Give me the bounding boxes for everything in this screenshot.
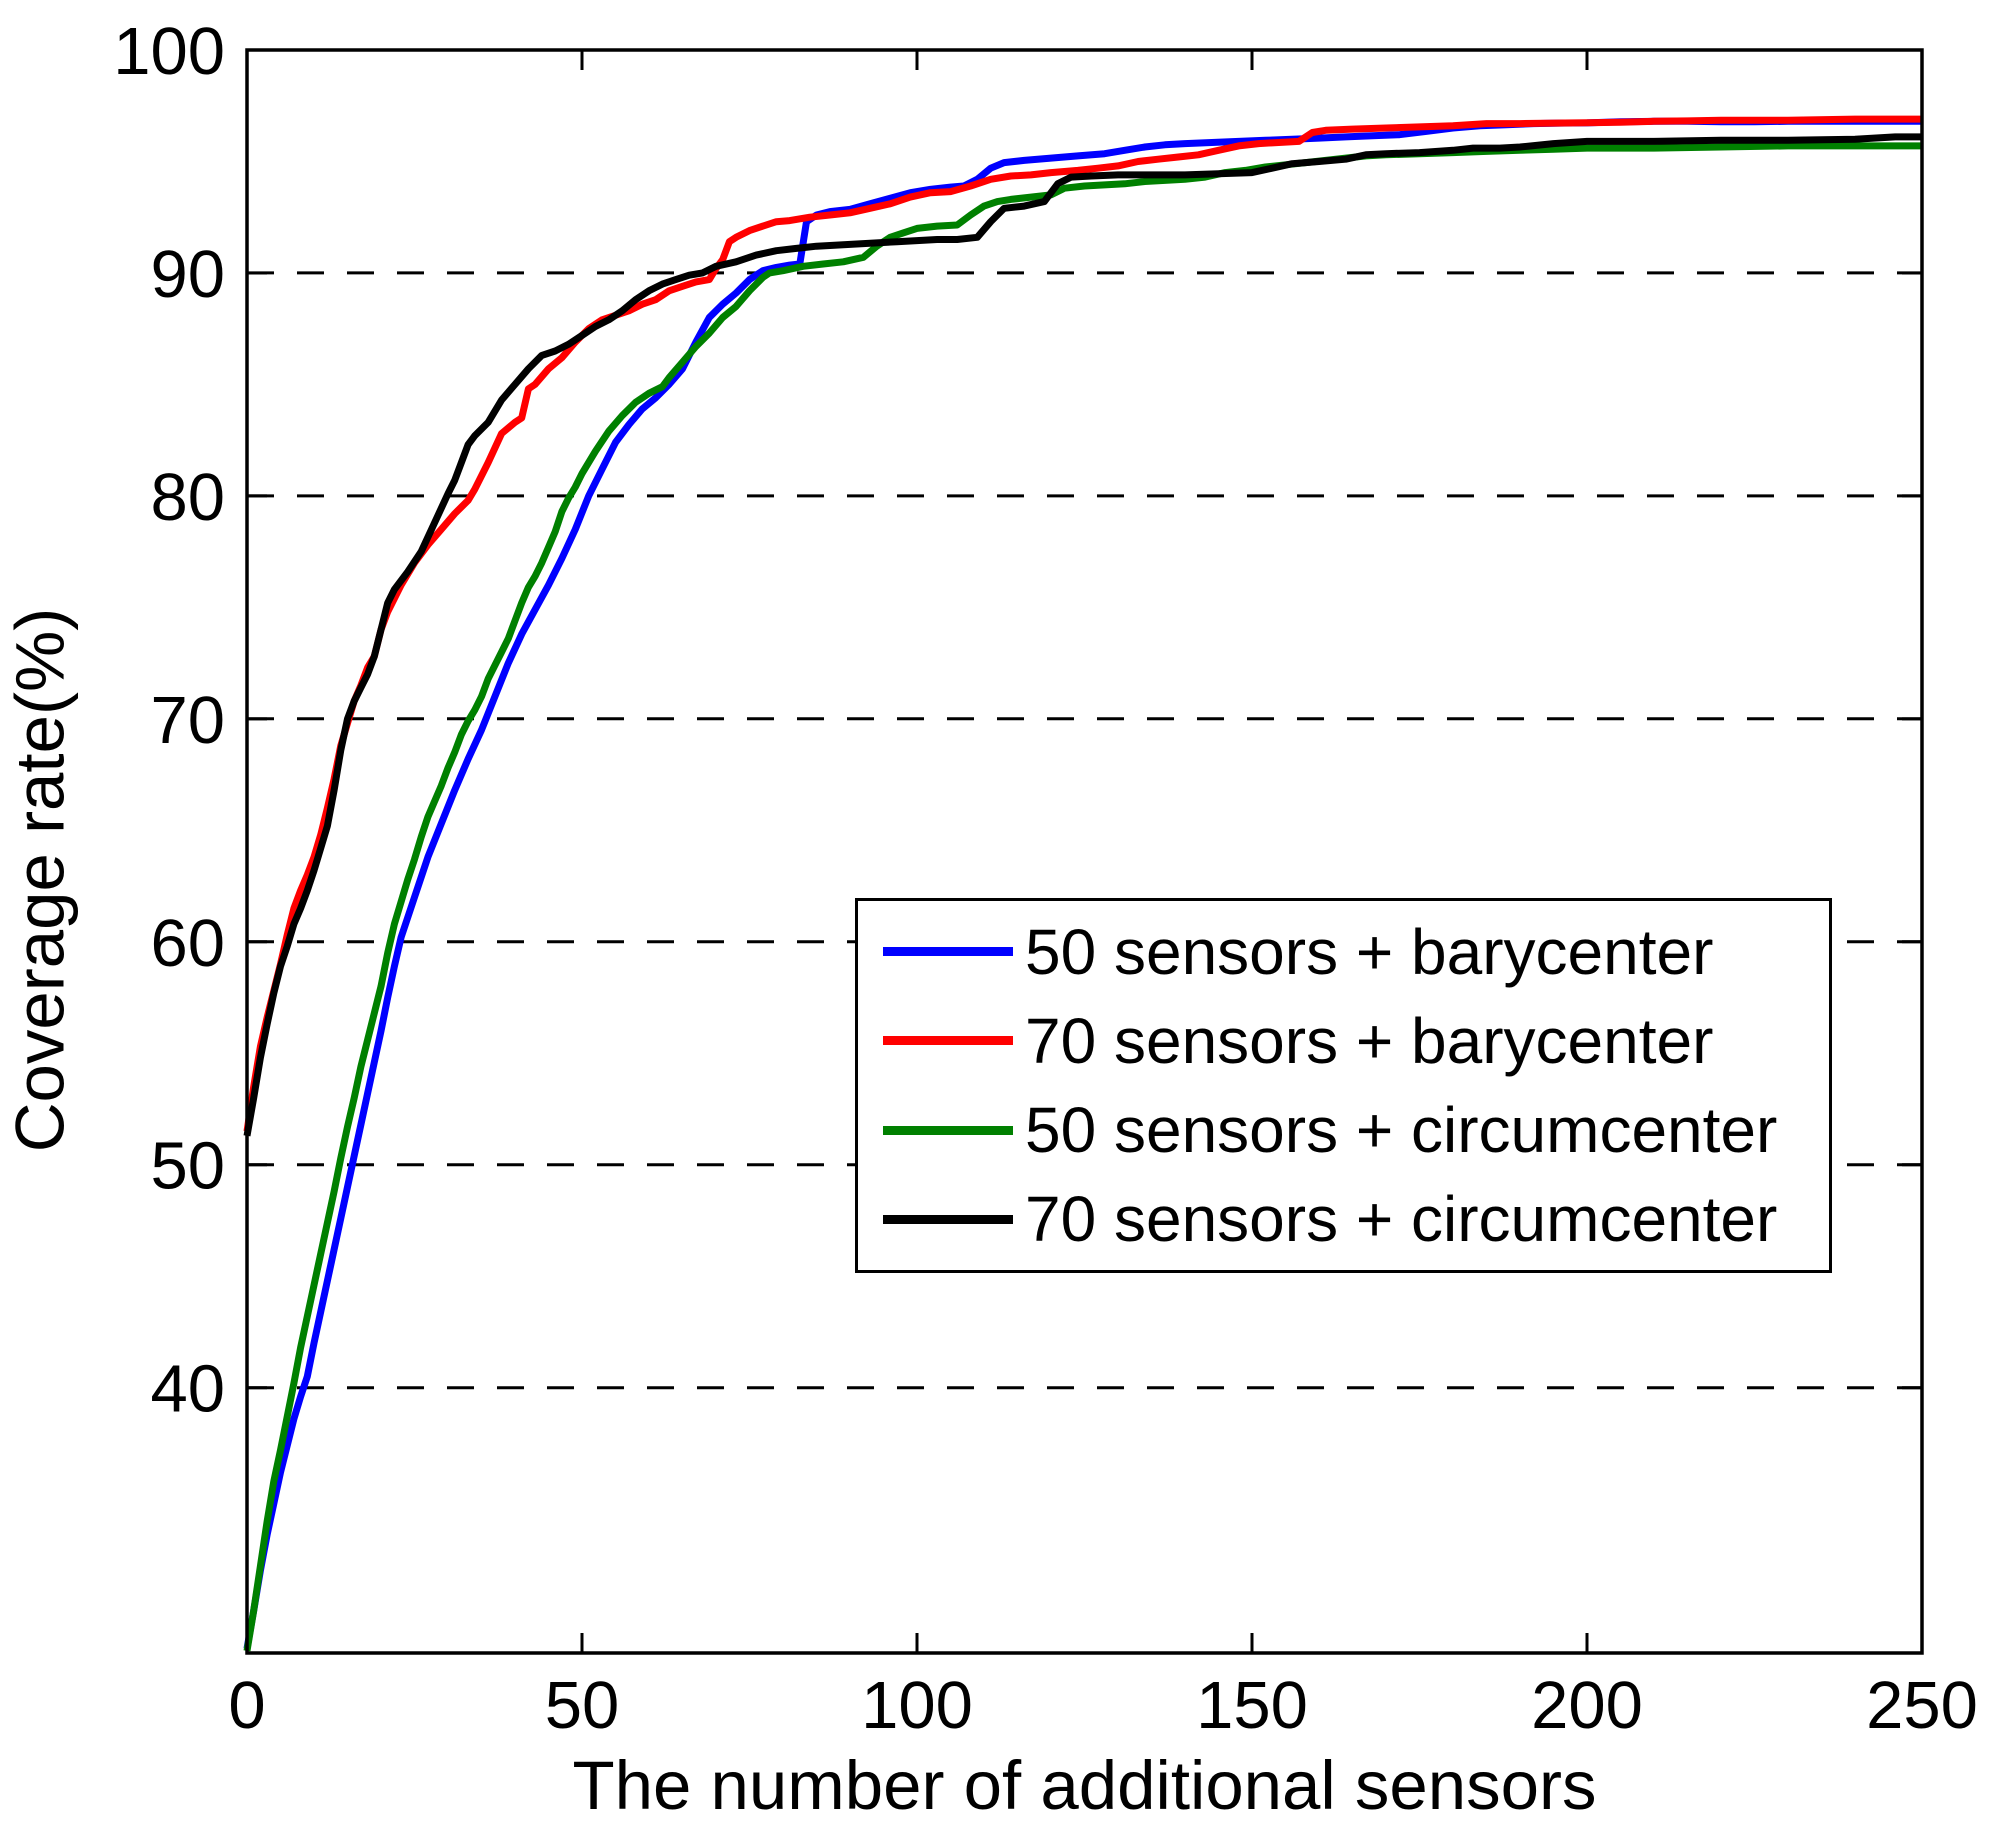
axes-box: [245, 48, 1924, 1655]
x-tick-label-0: 0: [228, 1668, 265, 1743]
legend-label: 50 sensors + circumcenter: [1025, 1094, 1778, 1167]
legend-label: 50 sensors + barycenter: [1025, 915, 1714, 988]
legend-item: 70 sensors + circumcenter: [883, 1187, 1829, 1251]
x-tick-label-200: 200: [1531, 1668, 1643, 1743]
x-tick-label-150: 150: [1196, 1668, 1308, 1743]
y-tick-label-90: 90: [150, 237, 225, 312]
y-axis-title: Coverage rate(%): [1, 607, 79, 1153]
legend-line-sample-blue: [883, 947, 1013, 957]
x-tick-label-100: 100: [861, 1668, 973, 1743]
legend-item: 50 sensors + barycenter: [883, 920, 1829, 984]
series-line-blue: [243, 117, 1922, 1650]
series-line-black: [243, 133, 1922, 1137]
x-tick-label-250: 250: [1866, 1668, 1978, 1743]
y-tick-label-100: 100: [113, 14, 225, 89]
x-axis-title: The number of additional sensors: [572, 1747, 1597, 1824]
y-tick-label-60: 60: [150, 906, 225, 981]
legend: 50 sensors + barycenter 70 sensors + bar…: [855, 898, 1832, 1273]
y-tick-label-80: 80: [150, 460, 225, 535]
y-tick-label-70: 70: [150, 683, 225, 758]
y-tick-label-40: 40: [150, 1352, 225, 1427]
x-tick-label-50: 50: [545, 1668, 620, 1743]
legend-label: 70 sensors + circumcenter: [1025, 1183, 1778, 1256]
legend-item: 50 sensors + circumcenter: [883, 1098, 1829, 1162]
legend-line-sample-red: [883, 1036, 1013, 1046]
legend-line-sample-green: [883, 1125, 1013, 1135]
legend-label: 70 sensors + barycenter: [1025, 1004, 1714, 1077]
legend-item: 70 sensors + barycenter: [883, 1009, 1829, 1073]
legend-line-sample-black: [883, 1214, 1013, 1224]
y-tick-label-50: 50: [150, 1129, 225, 1204]
